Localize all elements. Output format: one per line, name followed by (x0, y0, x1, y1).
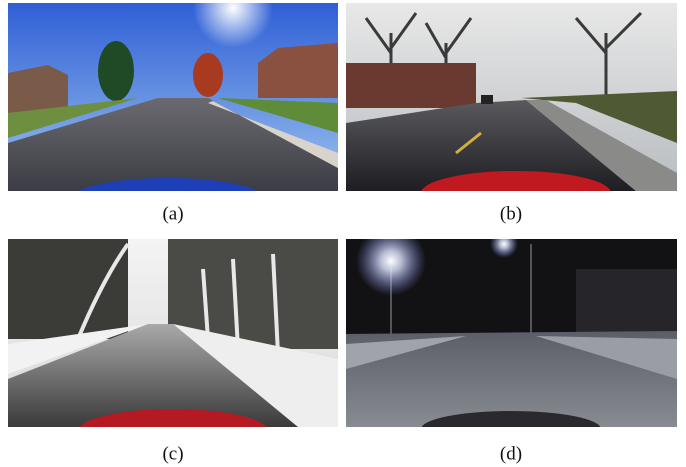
tree (193, 53, 223, 97)
caption: (c) (162, 443, 183, 464)
road (346, 331, 677, 427)
car-hood (79, 409, 267, 427)
building (346, 63, 476, 108)
sun (193, 3, 273, 48)
snow (173, 324, 338, 427)
photo-snowy (8, 239, 338, 427)
photo-sunny (8, 3, 338, 191)
forest (8, 239, 128, 339)
road (346, 100, 636, 191)
lane-line (455, 131, 482, 155)
caption: (b) (500, 203, 522, 224)
street-light (356, 239, 426, 296)
tree (98, 41, 134, 101)
lawn (521, 91, 677, 143)
trees (76, 242, 280, 355)
car-hood (421, 171, 611, 191)
sidewalk (526, 100, 677, 191)
lawn (218, 98, 338, 133)
lawn (8, 98, 138, 138)
car-hood (421, 411, 601, 427)
car-hood (79, 178, 257, 191)
sidewalk (208, 101, 338, 168)
photo-rainy (346, 3, 677, 191)
snow (346, 336, 466, 369)
house (8, 65, 68, 113)
car (481, 95, 493, 104)
street-light (490, 239, 518, 258)
road (8, 98, 338, 191)
snow (8, 324, 148, 374)
caption: (d) (500, 443, 522, 464)
road (8, 324, 298, 427)
house (258, 43, 338, 98)
photo-night (346, 239, 677, 427)
snow (536, 336, 677, 379)
building (576, 269, 677, 334)
caption: (a) (162, 203, 183, 224)
